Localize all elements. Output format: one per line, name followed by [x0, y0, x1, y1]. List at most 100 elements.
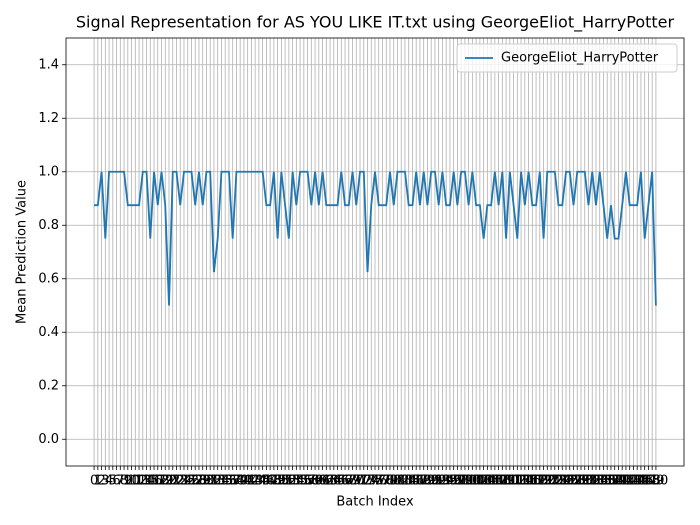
x-tick-label: 112	[501, 474, 526, 489]
x-tick-label: 123	[542, 474, 567, 489]
x-tick-label: 2	[97, 474, 105, 489]
x-tick-label: 103	[467, 474, 492, 489]
x-tick-label: 18	[153, 474, 170, 489]
x-tick-label: 92	[430, 474, 447, 489]
x-tick-label: 77	[374, 474, 391, 489]
x-tick-label: 14	[138, 474, 155, 489]
x-tick-label: 88	[415, 474, 432, 489]
x-tick-label: 149	[640, 474, 665, 489]
x-tick-label: 71	[352, 474, 369, 489]
y-tick-label: 0.0	[38, 432, 59, 447]
y-tick-label: 1.0	[38, 164, 59, 179]
x-tick-label: 76	[370, 474, 387, 489]
x-tick-label: 15	[142, 474, 159, 489]
chart-title: Signal Representation for AS YOU LIKE IT…	[76, 13, 675, 33]
x-tick-label: 95	[442, 474, 459, 489]
x-tick-label: 82	[393, 474, 410, 489]
x-tick-label: 84	[400, 474, 417, 489]
x-tick-label: 49	[269, 474, 286, 489]
x-tick-label: 115	[512, 474, 537, 489]
x-tick-label: 142	[614, 474, 639, 489]
y-axis-label: Mean Prediction Value	[15, 180, 30, 324]
y-tick-label: 1.2	[38, 111, 59, 126]
x-tick-label: 128	[561, 474, 586, 489]
x-tick-label: 150	[643, 474, 668, 489]
x-tick-label: 141	[610, 474, 635, 489]
x-tick-label: 85	[404, 474, 421, 489]
x-tick-label: 143	[617, 474, 642, 489]
legend-label: GeorgeEliot_HarryPotter	[501, 51, 659, 66]
x-tick-label: 47	[262, 474, 279, 489]
x-tick-label: 10	[123, 474, 140, 489]
series-line	[94, 170, 657, 306]
x-tick-label: 100	[456, 474, 481, 489]
x-tick-label: 64	[326, 474, 343, 489]
x-tick-label: 33	[209, 474, 226, 489]
x-tick-label: 110	[494, 474, 519, 489]
x-tick-label: 126	[554, 474, 579, 489]
x-tick-label: 61	[314, 474, 331, 489]
x-tick-label: 20	[161, 474, 178, 489]
x-tick-label: 8	[120, 474, 128, 489]
x-tick-label: 36	[221, 474, 238, 489]
x-tick-label: 46	[258, 474, 275, 489]
y-tick-label: 0.8	[38, 218, 59, 233]
x-tick-label: 34	[213, 474, 230, 489]
x-tick-label: 48	[266, 474, 283, 489]
x-tick-label: 90	[423, 474, 440, 489]
x-tick-label: 101	[460, 474, 485, 489]
x-tick-label: 24	[176, 474, 193, 489]
x-tick-label: 78	[378, 474, 395, 489]
x-tick-label: 22	[168, 474, 185, 489]
x-tick-label: 125	[550, 474, 575, 489]
x-tick-label: 45	[254, 474, 271, 489]
legend-box	[456, 43, 678, 73]
x-tick-label: 138	[599, 474, 624, 489]
x-tick-label: 107	[482, 474, 507, 489]
x-tick-label: 3	[101, 474, 109, 489]
x-tick-label: 66	[333, 474, 350, 489]
x-tick-label: 139	[602, 474, 627, 489]
x-tick-label: 86	[408, 474, 425, 489]
x-tick-label: 16	[146, 474, 163, 489]
x-tick-label: 121	[535, 474, 560, 489]
x-tick-label: 108	[486, 474, 511, 489]
x-tick-label: 27	[187, 474, 204, 489]
x-tick-label: 117	[520, 474, 545, 489]
x-tick-label: 119	[527, 474, 552, 489]
x-tick-label: 21	[164, 474, 181, 489]
x-tick-label: 131	[572, 474, 597, 489]
x-tick-label: 6	[112, 474, 120, 489]
x-tick-label: 146	[629, 474, 654, 489]
x-tick-label: 147	[632, 474, 657, 489]
x-tick-label: 63	[322, 474, 339, 489]
x-tick-label: 38	[228, 474, 245, 489]
x-tick-label: 69	[344, 474, 361, 489]
x-tick-label: 135	[587, 474, 612, 489]
x-tick-label: 94	[438, 474, 455, 489]
x-tick-label: 127	[557, 474, 582, 489]
x-tick-label: 30	[198, 474, 215, 489]
x-tick-label: 17	[149, 474, 166, 489]
x-tick-label: 106	[479, 474, 504, 489]
x-tick-label: 93	[434, 474, 451, 489]
x-axis-label: Batch Index	[336, 495, 414, 510]
x-tick-label: 111	[497, 474, 522, 489]
x-tick-label: 116	[516, 474, 541, 489]
x-tick-label: 144	[621, 474, 646, 489]
x-tick-label: 1	[94, 474, 102, 489]
x-tick-label: 54	[288, 474, 305, 489]
x-tick-label: 118	[524, 474, 549, 489]
y-tick-label: 0.2	[38, 378, 59, 393]
x-tick-label: 26	[183, 474, 200, 489]
x-tick-label: 79	[382, 474, 399, 489]
x-tick-label: 12	[131, 474, 148, 489]
x-tick-label: 68	[341, 474, 358, 489]
x-tick-label: 50	[273, 474, 290, 489]
x-tick-label: 136	[591, 474, 616, 489]
x-tick-label: 11	[127, 474, 144, 489]
x-tick-label: 67	[337, 474, 354, 489]
x-tick-label: 145	[625, 474, 650, 489]
x-tick-label: 122	[539, 474, 564, 489]
